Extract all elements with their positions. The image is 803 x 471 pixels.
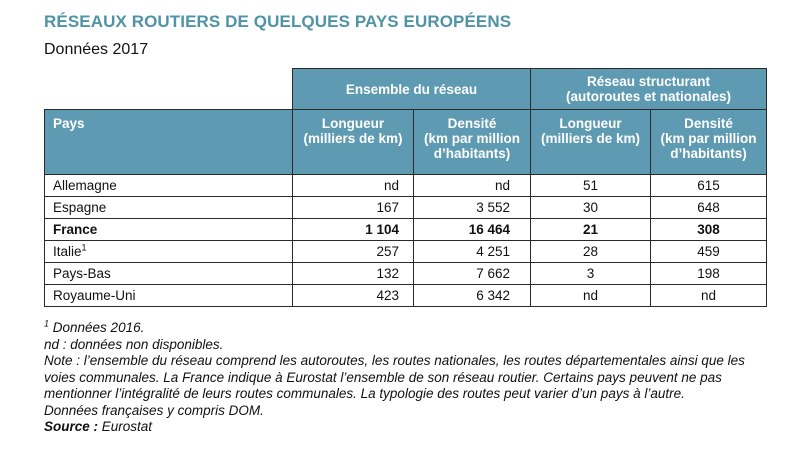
longueur-label: Longueur [321, 116, 385, 131]
source-note: Source : Eurostat [44, 419, 764, 436]
source-label: Source : [44, 419, 99, 434]
densite-label: Densité [684, 116, 733, 131]
densite-unit-1: (km par million [660, 131, 757, 146]
str-densite-cell: 198 [650, 262, 767, 285]
footnote-1-text: Données 2016. [49, 320, 145, 335]
column-header-pays: Pays [44, 109, 293, 175]
str-longueur-cell: 28 [530, 240, 651, 263]
str-densite-cell: 459 [650, 240, 767, 263]
country-name: France [53, 222, 98, 237]
densite-label: Densité [447, 116, 497, 131]
group-header-structurant-line1: Réseau structurant [586, 74, 711, 89]
ens-densite-cell: 7 662 [413, 262, 531, 285]
blank-header-cell [44, 68, 293, 110]
column-header-str-longueur: Longueur (milliers de km) [530, 109, 651, 175]
table-row: Pays-Bas 132 7 662 3 198 [44, 262, 767, 285]
ens-densite-cell: 16 464 [413, 218, 531, 241]
ens-longueur-cell: nd [292, 174, 414, 197]
ens-densite-cell: nd [413, 174, 531, 197]
country-cell: Pays-Bas [44, 262, 293, 285]
footnote-1: 1 Données 2016. [44, 318, 764, 337]
str-longueur-cell: 21 [530, 218, 651, 241]
ens-longueur-cell: 423 [292, 284, 414, 307]
longueur-label: Longueur [559, 116, 622, 131]
group-header-row: Ensemble du réseau Réseau structurant (a… [44, 68, 767, 110]
country-cell: Italie1 [44, 240, 293, 263]
country-cell: France [44, 218, 293, 241]
longueur-unit: (milliers de km) [303, 131, 403, 146]
str-densite-cell: 648 [650, 196, 767, 219]
page-title: RÉSEAUX ROUTIERS DE QUELQUES PAYS EUROPÉ… [44, 12, 512, 31]
str-densite-cell: 615 [650, 174, 767, 197]
str-densite-cell: 308 [650, 218, 767, 241]
country-name: Italie [53, 244, 82, 259]
table-row: Espagne 167 3 552 30 648 [44, 196, 767, 219]
ens-densite-cell: 3 552 [413, 196, 531, 219]
source-value: Eurostat [98, 419, 153, 434]
group-header-structurant-line2: (autoroutes et nationales) [565, 89, 732, 104]
column-header-ens-densite: Densité (km par million d’habitants) [413, 109, 531, 175]
ens-longueur-cell: 132 [292, 262, 414, 285]
country-cell: Royaume-Uni [44, 284, 293, 307]
page-subtitle: Données 2017 [44, 41, 149, 58]
str-longueur-cell: nd [530, 284, 651, 307]
country-cell: Allemagne [44, 174, 293, 197]
longueur-unit: (milliers de km) [540, 131, 641, 146]
ens-longueur-cell: 257 [292, 240, 414, 263]
country-name: Allemagne [53, 178, 117, 193]
table-row: Allemagne nd nd 51 615 [44, 174, 767, 197]
dom-note: Données françaises y compris DOM. [44, 402, 264, 418]
str-longueur-cell: 3 [530, 262, 651, 285]
str-longueur-cell: 30 [530, 196, 651, 219]
table-row: Royaume-Uni 423 6 342 nd nd [44, 284, 767, 307]
table-row-highlighted: France 1 104 16 464 21 308 [44, 218, 767, 241]
group-header-ensemble: Ensemble du réseau [292, 68, 531, 110]
table-row: Italie1 257 4 251 28 459 [44, 240, 767, 263]
footnote-1-marker: 1 [44, 318, 50, 329]
densite-unit-2: d’habitants) [670, 146, 747, 161]
country-cell: Espagne [44, 196, 293, 219]
country-name: Pays-Bas [53, 266, 111, 281]
ens-densite-cell: 6 342 [413, 284, 531, 307]
densite-unit-1: (km par million [423, 131, 521, 146]
country-name: Espagne [53, 200, 107, 215]
ens-densite-cell: 4 251 [413, 240, 531, 263]
densite-unit-2: d’habitants) [433, 146, 511, 161]
ens-longueur-cell: 167 [292, 196, 414, 219]
footnote-marker: 1 [81, 242, 87, 253]
column-header-row: Pays Longueur (milliers de km) Densité (… [44, 109, 767, 175]
scope-note: Note : l’ensemble du réseau comprend les… [44, 353, 745, 401]
column-header-str-densite: Densité (km par million d’habitants) [650, 109, 767, 175]
road-network-table: Ensemble du réseau Réseau structurant (a… [44, 68, 767, 307]
ens-longueur-cell: 1 104 [292, 218, 414, 241]
str-longueur-cell: 51 [530, 174, 651, 197]
nd-note: nd : données non disponibles. [44, 336, 224, 352]
table-notes: 1 Données 2016. nd : données non disponi… [44, 318, 764, 436]
column-header-ens-longueur: Longueur (milliers de km) [292, 109, 414, 175]
country-name: Royaume-Uni [53, 288, 136, 303]
str-densite-cell: nd [650, 284, 767, 307]
group-header-structurant: Réseau structurant (autoroutes et nation… [530, 68, 767, 110]
